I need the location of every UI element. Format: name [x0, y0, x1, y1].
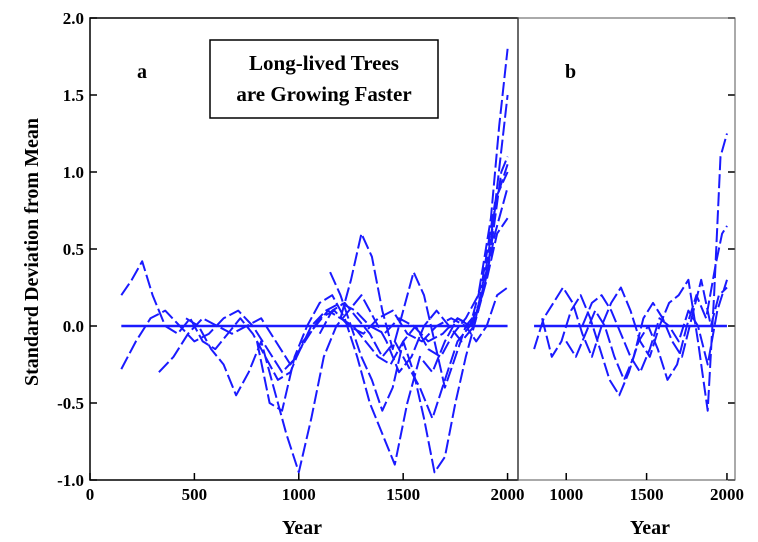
panel-label-a: a — [137, 61, 147, 83]
title-box — [209, 39, 439, 119]
x-tick-label-a-0: 0 — [86, 485, 95, 504]
y-tick-label-4: 1.0 — [63, 163, 84, 182]
series-layer — [120, 48, 728, 474]
y-axis-title: Standard Deviation from Mean — [21, 118, 43, 386]
series-line-b-2 — [565, 278, 728, 381]
series-line-a-3 — [185, 171, 509, 474]
series-line-a-4 — [256, 187, 509, 466]
y-tick-label-5: 1.5 — [63, 86, 84, 105]
x-tick-label-a-4: 2000 — [491, 485, 525, 504]
series-line-a-5 — [329, 217, 509, 474]
title-line-1: Long-lived Trees — [249, 51, 399, 75]
x-tick-label-b-1: 1500 — [630, 485, 664, 504]
x-tick-label-a-2: 1000 — [282, 485, 316, 504]
x-tick-label-b-0: 1000 — [549, 485, 583, 504]
x-tick-label-b-2: 2000 — [710, 485, 744, 504]
x-axis-title-a: Year — [282, 517, 322, 539]
series-line-b-1 — [541, 225, 728, 397]
series-line-b-3 — [581, 279, 728, 374]
y-tick-label-2: 0.0 — [63, 317, 84, 336]
x-tick-label-a-3: 1500 — [386, 485, 420, 504]
series-line-a-2 — [158, 156, 509, 373]
panel-label-b: b — [565, 61, 576, 83]
y-tick-label-3: 0.5 — [63, 240, 84, 259]
y-tick-label-6: 2.0 — [63, 9, 84, 28]
series-line-a-6 — [339, 232, 509, 389]
y-tick-label-0: -1.0 — [57, 471, 84, 490]
series-line-a-7 — [318, 163, 509, 420]
y-tick-label-1: -0.5 — [57, 394, 84, 413]
axes-layer: 0 500 1000 1500 2000 -1.0 -0.5 0.0 0.5 1.0 1.5 2.0 1… — [57, 9, 744, 504]
plot-frame-b — [517, 17, 736, 481]
title-line-2: are Growing Faster — [236, 82, 411, 106]
x-tick-label-a-1: 500 — [182, 485, 208, 504]
x-axis-title-b: Year — [630, 517, 670, 539]
